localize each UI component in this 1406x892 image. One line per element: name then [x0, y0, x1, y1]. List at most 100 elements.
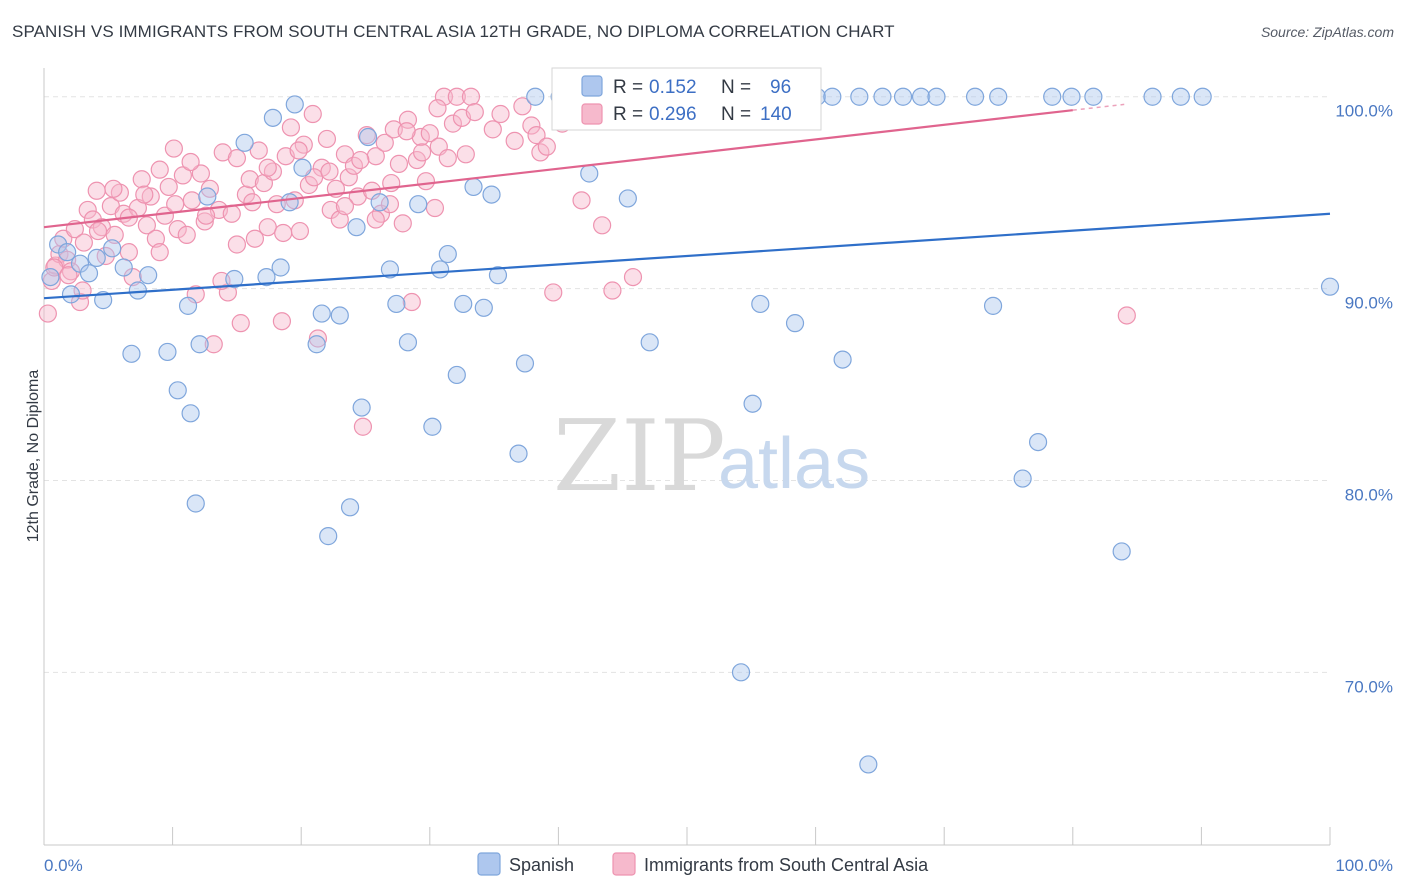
immigrants-point [603, 281, 622, 300]
immigrants-point [150, 243, 169, 262]
legend-n-label-immigrants: N = [721, 104, 751, 125]
spanish-point [785, 314, 805, 333]
spanish-point [965, 87, 985, 106]
immigrants-point [527, 126, 546, 145]
spanish-point [580, 164, 599, 183]
spanish-point [190, 335, 209, 354]
spanish-point [1043, 87, 1062, 106]
immigrants-point [289, 141, 308, 160]
spanish-point [319, 527, 338, 546]
series-legend-swatch-spanish [477, 852, 501, 876]
spanish-point [235, 133, 254, 152]
immigrants-point [87, 181, 106, 200]
spanish-point [387, 294, 406, 314]
immigrants-point [317, 129, 337, 149]
immigrants-point [74, 233, 93, 252]
watermark-zip-text: ZIP [553, 400, 726, 514]
spanish-point [751, 294, 770, 314]
spanish-point [285, 95, 304, 114]
immigrants-point [397, 122, 416, 141]
series-legend-label-immigrants: Immigrants from South Central Asia [644, 855, 929, 875]
immigrants-point [537, 137, 556, 156]
legend-r-label-immigrants: R = [613, 104, 643, 125]
spanish-point [1143, 87, 1162, 106]
chart-title: SPANISH VS IMMIGRANTS FROM SOUTH CENTRAL… [12, 22, 895, 41]
spanish-point [198, 187, 217, 206]
spanish-point [430, 260, 450, 279]
immigrants-point [513, 97, 532, 116]
immigrants-point [195, 212, 214, 231]
spanish-point [114, 258, 133, 277]
spanish-point [158, 342, 177, 362]
spanish-point [347, 218, 366, 237]
immigrants-point [335, 197, 355, 216]
spanish-point [103, 239, 122, 258]
spanish-point [186, 494, 205, 513]
immigrants-point [181, 152, 200, 172]
immigrants-point [281, 118, 301, 137]
spanish-point [474, 298, 493, 317]
correlation-legend: R = 0.152 N = 96 R = 0.296 N = 140 [551, 67, 822, 131]
immigrants-point [227, 235, 246, 254]
spanish-point [526, 87, 545, 106]
spanish-point [307, 335, 326, 354]
spanish-point [1193, 87, 1212, 106]
watermark: ZIP atlas [553, 400, 870, 514]
immigrants-point [522, 116, 541, 135]
spanish-point [515, 354, 535, 373]
y-axis-label: 12th Grade, No Diploma [25, 370, 42, 543]
immigrants-point [137, 216, 156, 235]
y-tick-label: 90.0% [1345, 294, 1393, 313]
immigrants-point [428, 99, 447, 118]
spanish-point [41, 267, 60, 287]
immigrants-point [320, 162, 339, 181]
spanish-point [911, 87, 931, 106]
spanish-point [370, 193, 389, 212]
immigrants-point [240, 170, 259, 189]
immigrants-point [353, 417, 373, 436]
trend-lines [43, 103, 1331, 300]
immigrants-point [308, 329, 328, 348]
grid-lines [44, 96, 1330, 673]
spanish-point [87, 248, 106, 268]
spanish-point [94, 291, 113, 310]
immigrants-point [166, 195, 185, 214]
immigrants-point [146, 229, 165, 248]
immigrants-point [182, 191, 201, 210]
immigrants-point [177, 225, 196, 244]
spanish-point [464, 177, 483, 197]
immigrants-point [456, 145, 475, 164]
spanish-point [833, 350, 852, 369]
immigrants-point [274, 223, 293, 243]
immigrants-point [491, 104, 510, 124]
spanish-point [1320, 277, 1340, 296]
spanish-point [225, 269, 244, 289]
immigrants-point [303, 104, 322, 124]
spanish-point [330, 306, 349, 325]
immigrants-point [366, 210, 385, 229]
spanish-point [823, 87, 842, 106]
legend-swatch-spanish [581, 75, 603, 97]
immigrants-point [88, 221, 108, 241]
legend-swatch-immigrants [581, 103, 603, 125]
immigrants-point [623, 267, 643, 287]
immigrants-trend-extension [1072, 103, 1125, 111]
immigrants-point [412, 143, 432, 162]
immigrants-point [245, 229, 265, 248]
spanish-point [1112, 542, 1131, 561]
spanish-point [128, 281, 147, 300]
immigrants-point [330, 210, 349, 229]
spanish-point [293, 158, 312, 177]
spanish-point [1062, 87, 1081, 106]
y-tick-label: 70.0% [1345, 677, 1393, 696]
immigrants-point [196, 206, 216, 225]
immigrants-point [119, 243, 138, 262]
axes [43, 68, 1331, 846]
spanish-point [257, 267, 276, 287]
spanish-point [181, 404, 200, 423]
spanish-point [398, 333, 418, 352]
immigrants-point [593, 216, 612, 235]
spanish-point [454, 294, 473, 314]
spanish-point [358, 127, 378, 147]
